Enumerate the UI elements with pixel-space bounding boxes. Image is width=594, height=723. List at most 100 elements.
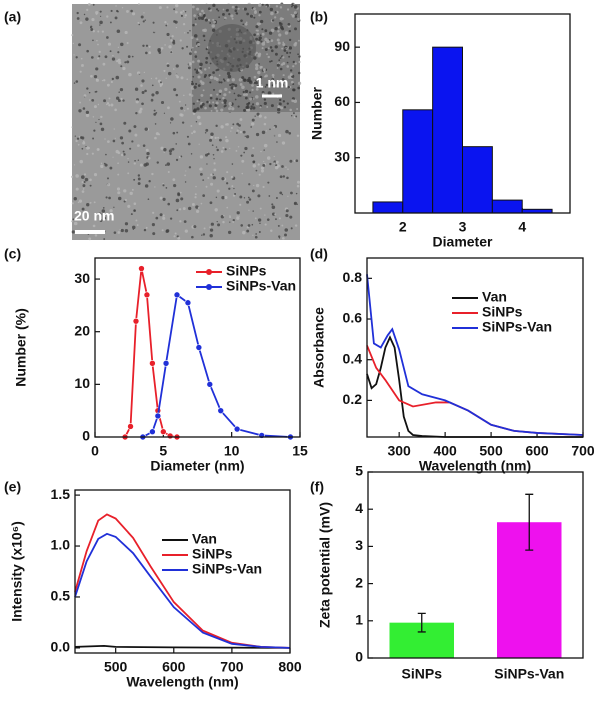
texture: [85, 113, 90, 118]
texture: [180, 155, 183, 158]
texture: [123, 121, 127, 125]
inset-texture: [199, 67, 202, 70]
texture: [285, 213, 289, 218]
inset-texture: [264, 29, 268, 33]
inset-texture: [202, 12, 205, 15]
y-tick-label: 0.8: [343, 269, 363, 285]
texture: [248, 183, 251, 186]
inset-texture: [232, 86, 236, 90]
texture: [165, 164, 167, 167]
inset-texture: [274, 16, 277, 19]
inset-texture: [212, 101, 215, 104]
inset-texture: [291, 14, 295, 18]
x-axis-label: Diameter (nm): [150, 458, 244, 474]
texture: [86, 146, 90, 150]
texture: [182, 10, 185, 12]
inset-texture: [196, 7, 200, 11]
texture: [103, 238, 106, 240]
inset-texture: [208, 101, 211, 104]
texture: [115, 5, 117, 7]
inset-texture: [259, 106, 262, 109]
axis-frame: [366, 257, 584, 438]
inset-texture: [274, 26, 278, 31]
texture: [281, 165, 284, 168]
texture: [76, 11, 79, 15]
inset-texture: [224, 87, 228, 92]
texture: [80, 57, 83, 60]
texture: [100, 164, 104, 169]
texture: [106, 103, 108, 106]
texture: [106, 15, 109, 18]
texture: [175, 73, 178, 77]
y-axis-label: Intensity (x10⁶): [9, 521, 25, 622]
texture: [295, 192, 298, 195]
texture: [169, 122, 172, 124]
inset-texture: [243, 7, 247, 11]
inset-texture: [219, 98, 221, 101]
texture: [187, 142, 191, 146]
inset-texture: [223, 93, 227, 97]
texture: [120, 97, 123, 101]
x-axis-label: Wavelength (nm): [126, 674, 238, 690]
texture: [162, 182, 164, 185]
texture: [112, 54, 114, 57]
texture: [250, 126, 253, 128]
texture: [86, 87, 89, 90]
texture: [154, 136, 157, 140]
texture: [184, 174, 186, 177]
texture: [239, 130, 243, 134]
marker: [132, 317, 140, 325]
inset-texture: [255, 66, 259, 71]
inset-texture: [286, 51, 289, 54]
texture: [167, 106, 170, 110]
inset-texture: [205, 61, 208, 64]
texture: [255, 169, 258, 172]
texture: [79, 21, 83, 25]
texture: [231, 185, 234, 188]
inset-texture: [215, 101, 219, 105]
texture: [289, 215, 293, 219]
legend-label: SiNPs: [226, 263, 267, 279]
texture: [79, 101, 82, 104]
texture: [120, 42, 124, 47]
inset-texture: [282, 43, 286, 47]
inset-texture: [297, 86, 301, 90]
texture: [83, 173, 87, 176]
panel-label: (b): [310, 9, 328, 25]
inset-texture: [249, 14, 254, 18]
texture: [78, 109, 82, 113]
texture: [289, 159, 293, 163]
texture: [124, 198, 127, 202]
texture: [189, 30, 191, 32]
texture: [182, 22, 186, 26]
texture: [252, 160, 256, 163]
texture: [85, 110, 90, 114]
inset-texture: [255, 102, 260, 106]
texture: [195, 205, 199, 209]
texture: [117, 58, 121, 62]
texture: [116, 29, 121, 34]
texture: [117, 10, 119, 13]
texture: [269, 128, 271, 131]
texture: [138, 23, 140, 26]
inset-texture: [274, 52, 278, 56]
x-tick-label: 300: [387, 443, 411, 459]
texture: [171, 35, 174, 38]
inset-texture: [292, 88, 296, 92]
texture: [180, 106, 184, 110]
texture: [224, 136, 228, 139]
inset-texture: [204, 73, 207, 77]
inset-texture: [211, 28, 216, 32]
texture: [212, 153, 215, 156]
texture: [152, 21, 155, 24]
texture: [124, 30, 128, 35]
inset-texture: [209, 81, 212, 84]
texture: [257, 194, 261, 198]
texture: [273, 135, 275, 137]
texture: [71, 126, 73, 128]
texture: [114, 137, 116, 139]
texture: [110, 80, 113, 84]
texture: [241, 159, 245, 163]
line: [366, 345, 584, 436]
texture: [104, 163, 108, 167]
